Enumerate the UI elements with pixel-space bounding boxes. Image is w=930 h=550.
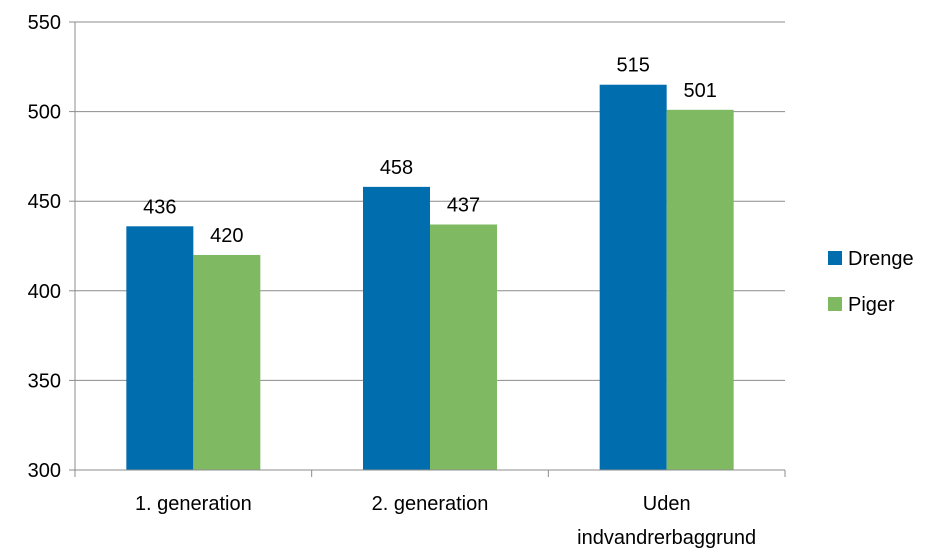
x-category-label: indvandrerbaggrund (577, 527, 756, 549)
data-label: 501 (683, 80, 716, 102)
data-label: 458 (380, 157, 413, 179)
y-tick-label: 400 (28, 281, 61, 303)
legend-label-drenge: Drenge (848, 248, 914, 270)
y-tick-label: 300 (28, 460, 61, 482)
data-label: 515 (616, 55, 649, 77)
x-category-label: Uden (643, 493, 691, 515)
bar-drenge-2 (363, 186, 430, 470)
bars (126, 84, 734, 471)
x-category-label: 1. generation (135, 493, 252, 515)
y-tick-label: 450 (28, 191, 61, 213)
y-tick-label: 550 (28, 12, 61, 34)
data-label: 437 (447, 194, 480, 216)
y-tick-label: 350 (28, 370, 61, 392)
bar-drenge-1 (126, 226, 194, 470)
bar-piger-1 (193, 254, 261, 470)
data-label: 436 (143, 196, 176, 218)
data-label: 420 (210, 225, 243, 247)
bar-piger-3 (666, 109, 734, 471)
legend-label-piger: Piger (848, 294, 895, 316)
axes (69, 21, 786, 477)
y-tick-label: 500 (28, 102, 61, 124)
bar-drenge-3 (599, 84, 667, 470)
legend: Drenge Piger (828, 248, 914, 316)
bar-piger-2 (430, 224, 497, 470)
legend-swatch-drenge (828, 251, 842, 265)
legend-swatch-piger (828, 297, 842, 311)
labels: 300 350 400 450 500 550 436 420 1. generation 458… (28, 12, 757, 549)
x-category-label: 2. generation (372, 493, 489, 515)
